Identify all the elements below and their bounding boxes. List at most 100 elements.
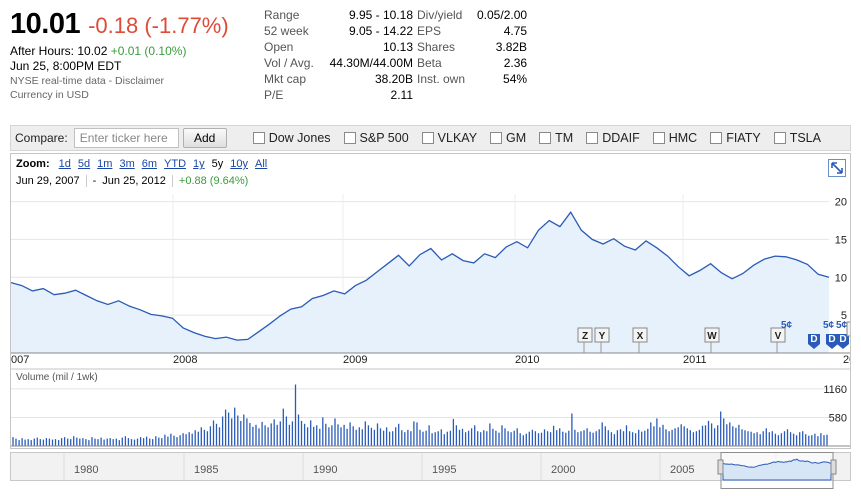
- compare-ticker-hmc[interactable]: HMC: [652, 131, 697, 145]
- after-hours: After Hours: 10.02 +0.01 (0.10%): [10, 44, 260, 58]
- news-flag-a[interactable]: A: [846, 321, 850, 353]
- stat-value: 9.95 - 10.18: [348, 8, 413, 22]
- stat-left-row: 52 week 9.05 - 14.22: [264, 23, 413, 39]
- news-flag-x[interactable]: X: [632, 327, 648, 353]
- y-tick-label: 20: [835, 197, 847, 209]
- stat-value: 3.82B: [495, 40, 528, 54]
- dividend-flag-text: D: [828, 334, 835, 345]
- compare-ticker-tsla[interactable]: TSLA: [773, 131, 821, 145]
- zoom-option-1d[interactable]: 1d: [58, 158, 71, 170]
- quote-timestamp: Jun 25, 8:00PM EDT: [10, 59, 122, 73]
- price-change: -0.18 (-1.77%): [88, 13, 229, 38]
- stat-value: 10.13: [382, 40, 413, 54]
- stat-label: Inst. own: [417, 72, 466, 86]
- navigator-year-label: 1985: [194, 464, 218, 476]
- flag-letter: V: [775, 331, 782, 342]
- flag-box: [577, 327, 593, 343]
- stat-label: Beta: [417, 56, 442, 70]
- compare-checkbox[interactable]: [710, 132, 723, 144]
- flag-box: [704, 327, 720, 343]
- flag-box: [846, 321, 850, 337]
- price-area: [11, 212, 829, 353]
- volume-label: Volume (mil / 1wk): [16, 372, 98, 383]
- timeline-navigator[interactable]: 1980198519901995200020052010: [10, 450, 851, 492]
- compare-checkbox[interactable]: [539, 132, 552, 144]
- zoom-option-3m[interactable]: 3m: [119, 158, 135, 170]
- stat-label: 52 week: [264, 24, 309, 38]
- dividend-flag[interactable]: D: [837, 334, 849, 349]
- x-tick-label: 2008: [173, 354, 197, 366]
- source-note[interactable]: NYSE real-time data - Disclaimer: [10, 75, 165, 87]
- stat-label: Vol / Avg.: [264, 56, 314, 70]
- zoom-option-10y[interactable]: 10y: [230, 158, 249, 170]
- news-flag-v[interactable]: V: [770, 327, 786, 353]
- stat-right-row: Shares 3.82B: [417, 39, 527, 55]
- compare-checkbox[interactable]: [421, 132, 434, 144]
- compare-ticker-label: DDAIF: [602, 131, 640, 145]
- navigator-track: [10, 452, 851, 481]
- navigator-left-handle[interactable]: [717, 459, 724, 475]
- dividend-amount-text: 5¢: [781, 320, 793, 331]
- zoom-option-1y[interactable]: 1y: [193, 158, 205, 170]
- chart-canvas[interactable]: 5101520007200820092010201120ZYXWV5¢D5¢D5…: [11, 154, 850, 448]
- compare-checkbox[interactable]: [252, 132, 265, 144]
- dividend-flag-shape: [808, 334, 820, 349]
- flag-letter: W: [707, 331, 717, 342]
- zoom-option-6m[interactable]: 6m: [141, 158, 158, 170]
- compare-checkbox[interactable]: [652, 132, 665, 144]
- y-tick-label: 5: [841, 310, 847, 322]
- navigator-canvas[interactable]: 1980198519901995200020052010: [10, 450, 851, 492]
- navigator-right-handle[interactable]: [830, 459, 837, 475]
- stat-label: Range: [264, 8, 300, 22]
- dividend-flag[interactable]: D: [826, 334, 838, 349]
- zoom-option-ytd[interactable]: YTD: [164, 158, 187, 170]
- date-range-start[interactable]: Jun 29, 2007: [16, 175, 87, 187]
- flag-box: [594, 327, 610, 343]
- compare-ticker-gm[interactable]: GM: [490, 131, 526, 145]
- stat-right-row: EPS 4.75: [417, 23, 527, 39]
- flag-letter: X: [637, 331, 644, 342]
- compare-checkbox[interactable]: [343, 132, 356, 144]
- compare-ticker-s-p-500[interactable]: S&P 500: [343, 131, 409, 145]
- stat-value: 2.36: [503, 56, 528, 70]
- ticker-input[interactable]: [73, 128, 179, 148]
- add-ticker-button[interactable]: Add: [182, 128, 227, 148]
- compare-checkbox[interactable]: [773, 132, 786, 144]
- compare-ticker-tm[interactable]: TM: [539, 131, 573, 145]
- y-tick-label: 10: [835, 272, 847, 284]
- stat-right-row: Inst. own 54%: [417, 71, 527, 87]
- dividend-flag-text: D: [810, 334, 817, 345]
- stat-value: 44.30M/44.00M: [329, 56, 413, 70]
- compare-checkbox[interactable]: [586, 132, 599, 144]
- dividend-flag[interactable]: D: [808, 334, 820, 349]
- compare-ticker-dow-jones[interactable]: Dow Jones: [252, 131, 331, 145]
- news-flag-w[interactable]: W: [704, 327, 720, 353]
- zoom-option-1m[interactable]: 1m: [97, 158, 113, 170]
- stat-label: EPS: [417, 24, 442, 38]
- dividend-flag-shape: [837, 334, 849, 349]
- zoom-option-all[interactable]: All: [255, 158, 268, 170]
- stat-label: Div/yield: [417, 8, 463, 22]
- navigator-year-label: 1980: [74, 464, 98, 476]
- news-flag-y[interactable]: Y: [594, 327, 610, 353]
- dividend-amount-text: 5¢: [823, 320, 835, 331]
- dividend-amount-label: 5¢: [823, 320, 835, 331]
- stat-right-row: Div/yield 0.05/2.00: [417, 7, 527, 23]
- zoom-label: Zoom:: [16, 158, 50, 170]
- volume-tick-label: 1160: [823, 384, 847, 396]
- dividend-amount-label: 5¢: [781, 320, 793, 331]
- stat-value: 2.11: [390, 88, 413, 102]
- compare-checkbox[interactable]: [490, 132, 503, 144]
- zoom-option-5d[interactable]: 5d: [77, 158, 91, 170]
- compare-ticker-ddaif[interactable]: DDAIF: [586, 131, 640, 145]
- compare-ticker-list: Dow Jones S&P 500 VLKAY GM TM DDAIF HMC FIATY TS…: [227, 131, 821, 145]
- date-range-end[interactable]: Jun 25, 2012: [102, 175, 173, 187]
- compare-ticker-vlkay[interactable]: VLKAY: [421, 131, 477, 145]
- zoom-controls: Zoom: 1d 5d 1m 3m 6m YTD 1y 5y 10y All: [16, 158, 274, 170]
- stat-label: Open: [264, 40, 294, 54]
- news-flag-z[interactable]: Z: [577, 327, 593, 353]
- compare-ticker-fiaty[interactable]: FIATY: [710, 131, 761, 145]
- key-stats-right: Div/yield 0.05/2.00 EPS 4.75 Shares 3.82B Beta…: [417, 7, 527, 87]
- flag-letter: Z: [582, 331, 588, 342]
- expand-chart-icon[interactable]: [828, 159, 846, 177]
